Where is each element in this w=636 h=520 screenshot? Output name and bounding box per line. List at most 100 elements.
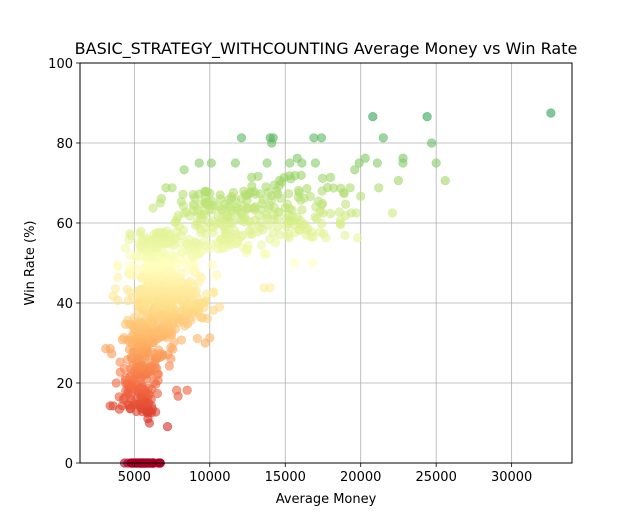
scatter-point [393,176,404,186]
scatter-point [360,153,370,163]
scatter-point [115,357,125,367]
scatter-point [353,233,363,243]
scatter-point [154,345,164,355]
scatter-point [315,227,325,237]
scatter-point [192,333,202,344]
x-axis-ticks: 5000 10000 15000 20000 25000 30000 [118,463,532,485]
scatter-point [182,385,192,395]
scatter-point [259,283,269,293]
chart-title: BASIC_STRATEGY_WITHCOUNTING Average Mone… [75,39,578,59]
scatter-points [101,108,556,468]
scatter-point [176,335,186,345]
scatter-point [302,183,312,194]
scatter-point [178,189,188,199]
scatter-point [125,229,135,239]
scatter-point [215,190,225,200]
scatter-point [209,287,219,297]
scatter-point [156,194,166,204]
scatter-point [546,108,556,118]
y-tick-label: 20 [56,377,73,392]
scatter-point [110,284,121,294]
y-tick-label: 60 [56,217,73,232]
scatter-point [230,158,240,168]
y-tick-label: 40 [56,297,73,312]
scatter-point [122,284,132,294]
scatter-point [284,189,294,199]
scatter-point [172,385,182,395]
scatter-point [310,212,320,222]
scatter-point [297,205,307,215]
scatter-point [318,173,328,183]
x-tick-label: 15000 [265,470,306,485]
scatter-point [129,313,139,323]
scatter-point [236,133,247,143]
x-tick-label: 5000 [118,470,151,485]
scatter-point [261,182,271,192]
y-axis-label: Win Rate (%) [23,221,38,306]
scatter-point [325,172,336,182]
scatter-point [345,183,355,193]
scatter-point [354,158,364,168]
y-tick-label: 80 [56,137,73,152]
plot-frame [79,62,573,464]
scatter-point [205,333,215,343]
y-tick-label: 0 [65,457,73,472]
scatter-point [296,170,306,180]
scatter-point [372,158,382,168]
scatter-point [228,187,239,198]
scatter-point [323,182,333,193]
scatter-point [179,165,189,175]
scatter-point [356,191,366,201]
scatter-point [113,260,123,270]
x-tick-label: 10000 [189,470,230,485]
scatter-point [148,203,158,213]
scatter-point [243,240,253,251]
scatter-point [268,133,278,143]
y-tick-label: 100 [48,57,73,72]
x-axis-label: Average Money [276,492,377,507]
scatter-point [206,158,216,168]
scatter-point [398,153,408,163]
scatter-point [285,158,295,168]
scatter-point [136,226,146,236]
scatter-point [346,208,356,218]
scatter-point [334,207,344,217]
scatter-point [341,199,351,209]
scatter-point [292,153,302,163]
scatter-point [289,258,299,268]
scatter-point [162,226,172,236]
scatter-point [313,196,323,206]
scatter-point [256,240,267,250]
scatter-point [247,181,257,191]
scatter-point [214,302,225,312]
scatter-point [184,235,194,245]
scatter-point [305,191,315,201]
scatter-point [119,364,129,374]
scatter-point [440,176,450,186]
scatter-point [113,272,123,282]
scatter-point [307,258,318,268]
scatter-point [282,199,293,209]
scatter-point [374,183,384,193]
scatter-point [164,361,174,371]
scatter-point [194,158,204,168]
scatter-point [253,171,263,181]
scatter-point [185,277,195,287]
scatter-point [125,250,135,260]
scatter-point [340,230,350,240]
scatter-point [368,111,378,122]
scatter-point [167,183,177,193]
scatter-point [111,378,121,388]
scatter-point [387,208,398,218]
scatter-point [239,186,249,196]
scatter-point [105,344,115,354]
x-tick-label: 30000 [491,470,532,485]
scatter-point [268,228,278,238]
scatter-point [200,186,210,197]
scatter-point [427,138,437,148]
scatter-point [378,133,388,143]
scatter-point [259,249,269,259]
scatter-point [108,401,118,411]
